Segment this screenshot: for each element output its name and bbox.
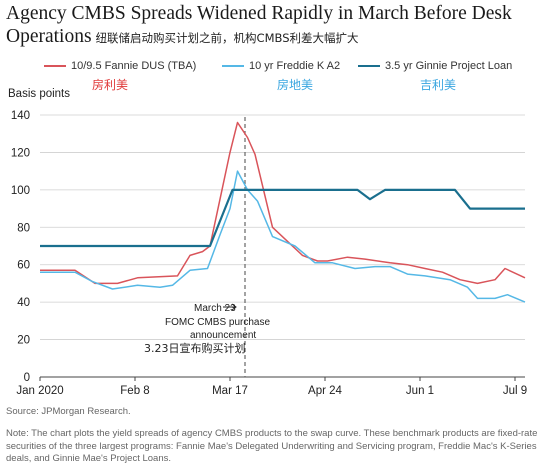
annotation-line1: March 23 xyxy=(194,303,236,314)
subtitle-cn: 纽联储启动购买计划之前，机构CMBS利差大幅扩大 xyxy=(95,31,359,45)
legend-label-ginnie: 3.5 yr Ginnie Project Loan xyxy=(385,60,513,72)
x-tick-label: Jan 2020 xyxy=(16,385,63,397)
x-tick-label: Apr 24 xyxy=(308,385,342,397)
series-line-fannie xyxy=(40,121,526,285)
legend-label-fannie-cn: 房利美 xyxy=(92,78,129,92)
legend: 10/9.5 Fannie DUS (TBA) 房利美 10 yr Freddi… xyxy=(0,56,550,96)
x-tick-label: Jul 9 xyxy=(503,385,527,397)
x-tick-label: Mar 17 xyxy=(212,385,248,397)
legend-item-ginnie: 3.5 yr Ginnie Project Loan xyxy=(358,60,512,72)
y-axis-label: Basis points xyxy=(8,88,71,100)
x-tick-label: Feb 8 xyxy=(120,385,149,397)
legend-swatch-fannie xyxy=(44,65,66,68)
legend-label-freddie: 10 yr Freddie K A2 xyxy=(249,60,341,72)
arrow-right-icon xyxy=(223,303,237,311)
y-tick-label: 0 xyxy=(24,372,30,384)
y-tick-label: 80 xyxy=(17,222,30,234)
series-line-freddie xyxy=(40,170,526,303)
y-tick-label: 40 xyxy=(17,297,30,309)
annotation-cn: 3.23日宣布购买计划 xyxy=(144,341,246,355)
legend-item-fannie: 10/9.5 Fannie DUS (TBA) xyxy=(44,60,196,72)
series-lines xyxy=(40,121,526,303)
series-line-ginnie xyxy=(40,188,525,248)
x-tick-labels: Jan 2020 Feb 8 Mar 17 Apr 24 Jun 1 Jul 9 xyxy=(16,385,527,397)
line-chart: 0 20 40 60 80 100 120 140 Jan 2020 Feb 8 Mar 17 Ap… xyxy=(11,110,527,397)
legend-swatch-freddie xyxy=(222,65,244,68)
legend-item-freddie: 10 yr Freddie K A2 xyxy=(222,60,340,72)
legend-label-fannie: 10/9.5 Fannie DUS (TBA) xyxy=(71,60,197,72)
y-tick-label: 100 xyxy=(11,185,30,197)
annotation-line3: announcement xyxy=(190,330,256,341)
gridlines xyxy=(39,114,525,381)
y-tick-label: 140 xyxy=(11,110,30,122)
x-tick-label: Jun 1 xyxy=(406,385,434,397)
annotation-line2: FOMC CMBS purchase xyxy=(165,317,270,328)
title-text: Agency CMBS Spreads Widened Rapidly in M… xyxy=(6,3,512,47)
event-annotation: March 23 FOMC CMBS purchase announcement… xyxy=(144,303,270,355)
y-tick-label: 20 xyxy=(17,335,30,347)
y-tick-label: 120 xyxy=(11,147,30,159)
y-tick-label: 60 xyxy=(17,260,30,272)
y-tick-labels: 0 20 40 60 80 100 120 140 xyxy=(11,110,30,384)
legend-label-ginnie-cn: 吉利美 xyxy=(420,78,457,92)
chart-title: Agency CMBS Spreads Widened Rapidly in M… xyxy=(6,2,546,50)
legend-label-freddie-cn: 房地美 xyxy=(277,78,314,92)
legend-swatch-ginnie xyxy=(358,65,380,68)
note-text: Note: The chart plots the yield spreads … xyxy=(6,428,538,464)
source-text: Source: JPMorgan Research. xyxy=(6,406,131,417)
